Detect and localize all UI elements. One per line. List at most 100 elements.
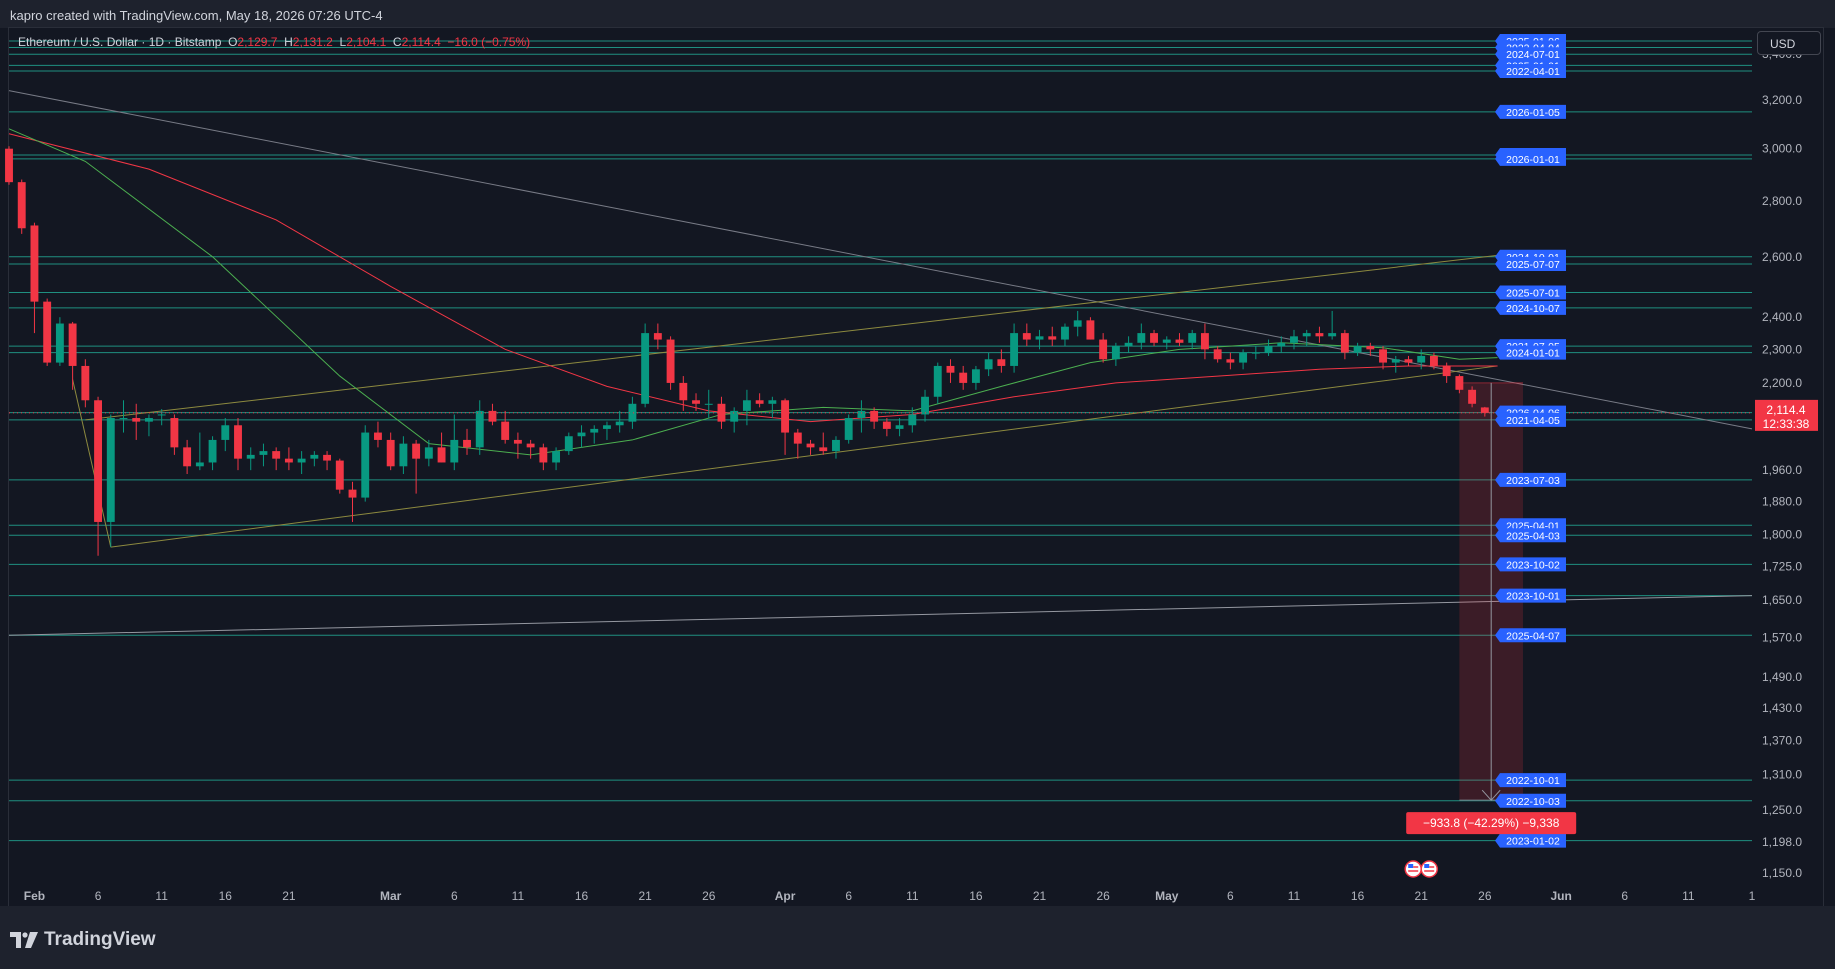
candle-body <box>870 410 879 422</box>
candle-body <box>895 425 904 429</box>
time-tick-label: 21 <box>1415 889 1429 903</box>
candle-body <box>628 403 637 422</box>
time-tick-label: 6 <box>95 889 102 903</box>
candle <box>1480 406 1489 417</box>
candle <box>234 418 242 471</box>
candle <box>1251 346 1260 360</box>
candle <box>552 447 561 471</box>
candle <box>1264 339 1273 356</box>
level-tag-bg <box>1495 472 1566 487</box>
candle-body <box>43 301 52 363</box>
time-axis: Feb 6 11 16 21 Mar 6 11 16 21 26 Apr 6 11 16 21 26 May 6 11… <box>24 889 1756 903</box>
candle-body <box>1162 339 1171 343</box>
candle <box>246 447 255 471</box>
candle-body <box>488 410 497 422</box>
candle-body <box>450 439 459 463</box>
level-tag: 2023-07-03 <box>1495 472 1566 487</box>
candle-body <box>844 418 853 440</box>
candle-body <box>1290 336 1298 343</box>
candle-body <box>501 421 510 440</box>
candle-body <box>17 182 26 229</box>
level-tag-label: 2023-10-01 <box>1506 591 1560 603</box>
level-tag-bg <box>1495 345 1566 360</box>
level-tag-label: 2023-07-03 <box>1506 475 1560 487</box>
candle-body <box>946 365 955 373</box>
candle <box>870 407 879 429</box>
level-tag: 2025-04-03 <box>1495 528 1566 543</box>
candle-body <box>513 439 522 444</box>
brand[interactable]: TradingView <box>10 929 156 951</box>
candle <box>1442 362 1451 383</box>
candle-body <box>157 414 166 416</box>
candle <box>768 396 777 419</box>
candle <box>742 389 751 426</box>
symbol-legend: Ethereum / U.S. Dollar · 1D · Bitstamp O… <box>18 35 530 49</box>
candle-body <box>819 447 828 452</box>
candle-body <box>323 454 332 461</box>
level-tag-bg <box>1495 257 1566 272</box>
level-tag-bg <box>1495 300 1566 315</box>
us-flag-icon <box>1404 860 1422 878</box>
candle-body <box>921 396 929 415</box>
candle-body <box>793 432 802 444</box>
tradingview-logo-icon <box>10 932 38 948</box>
measure-arrow-head <box>1481 789 1501 801</box>
currency-button[interactable]: USD <box>1757 31 1821 55</box>
candle-body <box>424 447 433 459</box>
candle <box>323 451 332 471</box>
candle-body <box>742 400 751 411</box>
candle <box>183 439 192 474</box>
candle <box>1150 329 1158 347</box>
candle <box>463 428 471 455</box>
candle-body <box>437 447 446 463</box>
candle-body <box>1035 336 1044 340</box>
candle-body <box>526 443 535 448</box>
time-tick-label: 11 <box>1288 889 1301 903</box>
candle-body <box>1213 349 1222 360</box>
time-tick-label: 6 <box>845 889 852 903</box>
level-tag-bg <box>1495 628 1566 643</box>
candle <box>997 349 1006 373</box>
candle-body <box>170 418 179 448</box>
level-tag-label: 2023-10-02 <box>1506 559 1560 571</box>
candle <box>1417 349 1426 370</box>
price-tick-label: 1,725.0 <box>1762 560 1802 574</box>
candle-body <box>310 454 319 459</box>
candle-body <box>564 436 573 452</box>
measure-label-bg <box>1406 812 1577 835</box>
candle <box>55 317 64 366</box>
candle <box>653 323 662 350</box>
candle-body <box>259 451 268 455</box>
candle <box>297 451 306 474</box>
candle <box>1455 374 1464 394</box>
candle <box>1061 323 1069 347</box>
level-tag-label: 2023-01-02 <box>1506 836 1560 848</box>
level-tag-label: 2026-01-05 <box>1506 107 1560 119</box>
candle-body <box>412 443 421 459</box>
level-tag-label: 2021-04-05 <box>1506 415 1560 427</box>
candle-body <box>641 333 650 404</box>
candle <box>30 222 39 334</box>
candle <box>310 451 319 467</box>
candle-body <box>692 400 700 404</box>
candle-body <box>882 421 891 429</box>
candle <box>1290 329 1298 350</box>
candle <box>335 458 344 494</box>
level-tag-bg <box>1495 47 1566 62</box>
price-tick-label: 1,650.0 <box>1762 593 1802 607</box>
candle-body <box>768 400 777 404</box>
current-price-badge-bg <box>1755 399 1818 431</box>
candle-body <box>552 451 561 463</box>
flag-circle <box>1404 860 1422 878</box>
candle-body <box>1188 333 1197 343</box>
price-chart[interactable]: 2025-01-062022-04-042024-07-012025-01-01… <box>0 0 1835 906</box>
price-tick-label: 1,310.0 <box>1762 767 1802 781</box>
candle <box>386 432 395 471</box>
candle <box>1468 386 1477 408</box>
candle <box>844 414 853 444</box>
candle-body <box>1417 355 1426 363</box>
candle-body <box>603 425 611 429</box>
candle <box>921 389 929 422</box>
candle <box>1099 333 1108 363</box>
candle <box>94 396 103 556</box>
